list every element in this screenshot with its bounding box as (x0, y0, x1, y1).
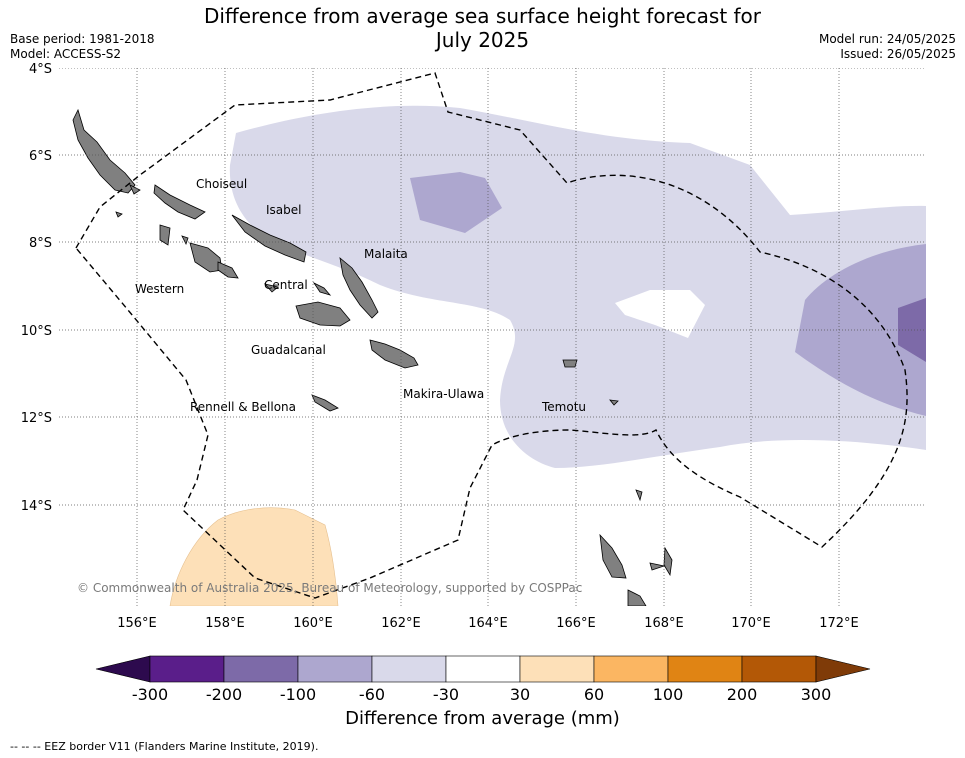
province-rennell-bellona: Rennell & Bellona (190, 400, 296, 414)
anomaly-patch-medium-west (410, 172, 502, 233)
lat-label-8s: 8°S (29, 236, 52, 251)
map-title: Difference from average sea surface heig… (0, 4, 965, 52)
lat-label-14s: 14°S (21, 499, 52, 514)
colorbar-segment (445, 655, 521, 683)
colorbar-segment (519, 655, 595, 683)
province-isabel: Isabel (266, 203, 301, 217)
province-choiseul: Choiseul (196, 177, 247, 191)
colorbar-segment (371, 655, 447, 683)
lat-label-10s: 10°S (21, 324, 52, 339)
land-masses (72, 108, 673, 606)
model-name: Model: ACCESS-S2 (10, 47, 122, 61)
lon-label-162e: 162°E (381, 616, 421, 631)
colorbar-segment (741, 655, 817, 683)
title-line-1: Difference from average sea surface heig… (203, 4, 762, 28)
colorbar-segment (149, 655, 225, 683)
colorbar (95, 655, 871, 683)
meta-left: Base period: 1981-2018 Model: ACCESS-S2 (10, 32, 155, 62)
copyright-notice: © Commonwealth of Australia 2025, Bureau… (77, 581, 582, 595)
colorbar-tick-label: 100 (653, 685, 684, 704)
colorbar-extend-high (815, 655, 871, 683)
lon-label-160e: 160°E (293, 616, 333, 631)
title-line-2: July 2025 (435, 28, 530, 52)
model-run: Model run: 24/05/2025 (818, 32, 956, 46)
lon-label-156e: 156°E (117, 616, 157, 631)
colorbar-segment (223, 655, 299, 683)
colorbar-segment (593, 655, 669, 683)
province-temotu: Temotu (541, 400, 586, 414)
lon-label-172e: 172°E (819, 616, 859, 631)
colorbar-tick-label: -60 (359, 685, 385, 704)
colorbar-label: Difference from average (mm) (345, 708, 620, 729)
no-change-pocket (615, 290, 705, 338)
province-central: Central (264, 278, 308, 292)
meta-right: Model run: 24/05/2025 Issued: 26/05/2025 (819, 32, 956, 62)
anomaly-patch-positive (169, 507, 339, 606)
colorbar-tick-label: -300 (132, 685, 168, 704)
province-guadalcanal: Guadalcanal (251, 343, 326, 357)
eez-legend-note: -- -- -- EEZ border V11 (Flanders Marine… (10, 740, 319, 753)
colorbar-segment (297, 655, 373, 683)
colorbar-ticks: -300 -200 -100 -60 -30 30 60 100 200 300 (132, 685, 831, 704)
colorbar-tick-label: -200 (206, 685, 242, 704)
graticule (59, 68, 926, 606)
province-western: Western (135, 282, 184, 296)
base-period: Base period: 1981-2018 (10, 32, 155, 46)
lon-label-166e: 166°E (556, 616, 596, 631)
lat-label-4s: 4°S (29, 62, 52, 77)
colorbar-tick-label: 200 (727, 685, 758, 704)
colorbar-tick-label: 300 (801, 685, 832, 704)
colorbar-tick-label: 30 (510, 685, 530, 704)
anomaly-patch-dark-east (898, 298, 926, 362)
colorbar-tick-label: 60 (584, 685, 604, 704)
lon-label-168e: 168°E (644, 616, 684, 631)
colorbar-segment (667, 655, 743, 683)
lon-label-170e: 170°E (731, 616, 771, 631)
lon-label-164e: 164°E (468, 616, 508, 631)
eez-border (75, 72, 908, 599)
colorbar-tick-label: -100 (280, 685, 316, 704)
lat-label-6s: 6°S (29, 149, 52, 164)
issued-date: Issued: 26/05/2025 (840, 47, 956, 61)
colorbar-extend-low (95, 655, 151, 683)
province-makira-ulawa: Makira-Ulawa (403, 387, 484, 401)
lon-label-158e: 158°E (205, 616, 245, 631)
lat-label-12s: 12°S (21, 411, 52, 426)
province-malaita: Malaita (364, 247, 408, 261)
anomaly-band-light (229, 105, 926, 468)
colorbar-tick-label: -30 (433, 685, 459, 704)
